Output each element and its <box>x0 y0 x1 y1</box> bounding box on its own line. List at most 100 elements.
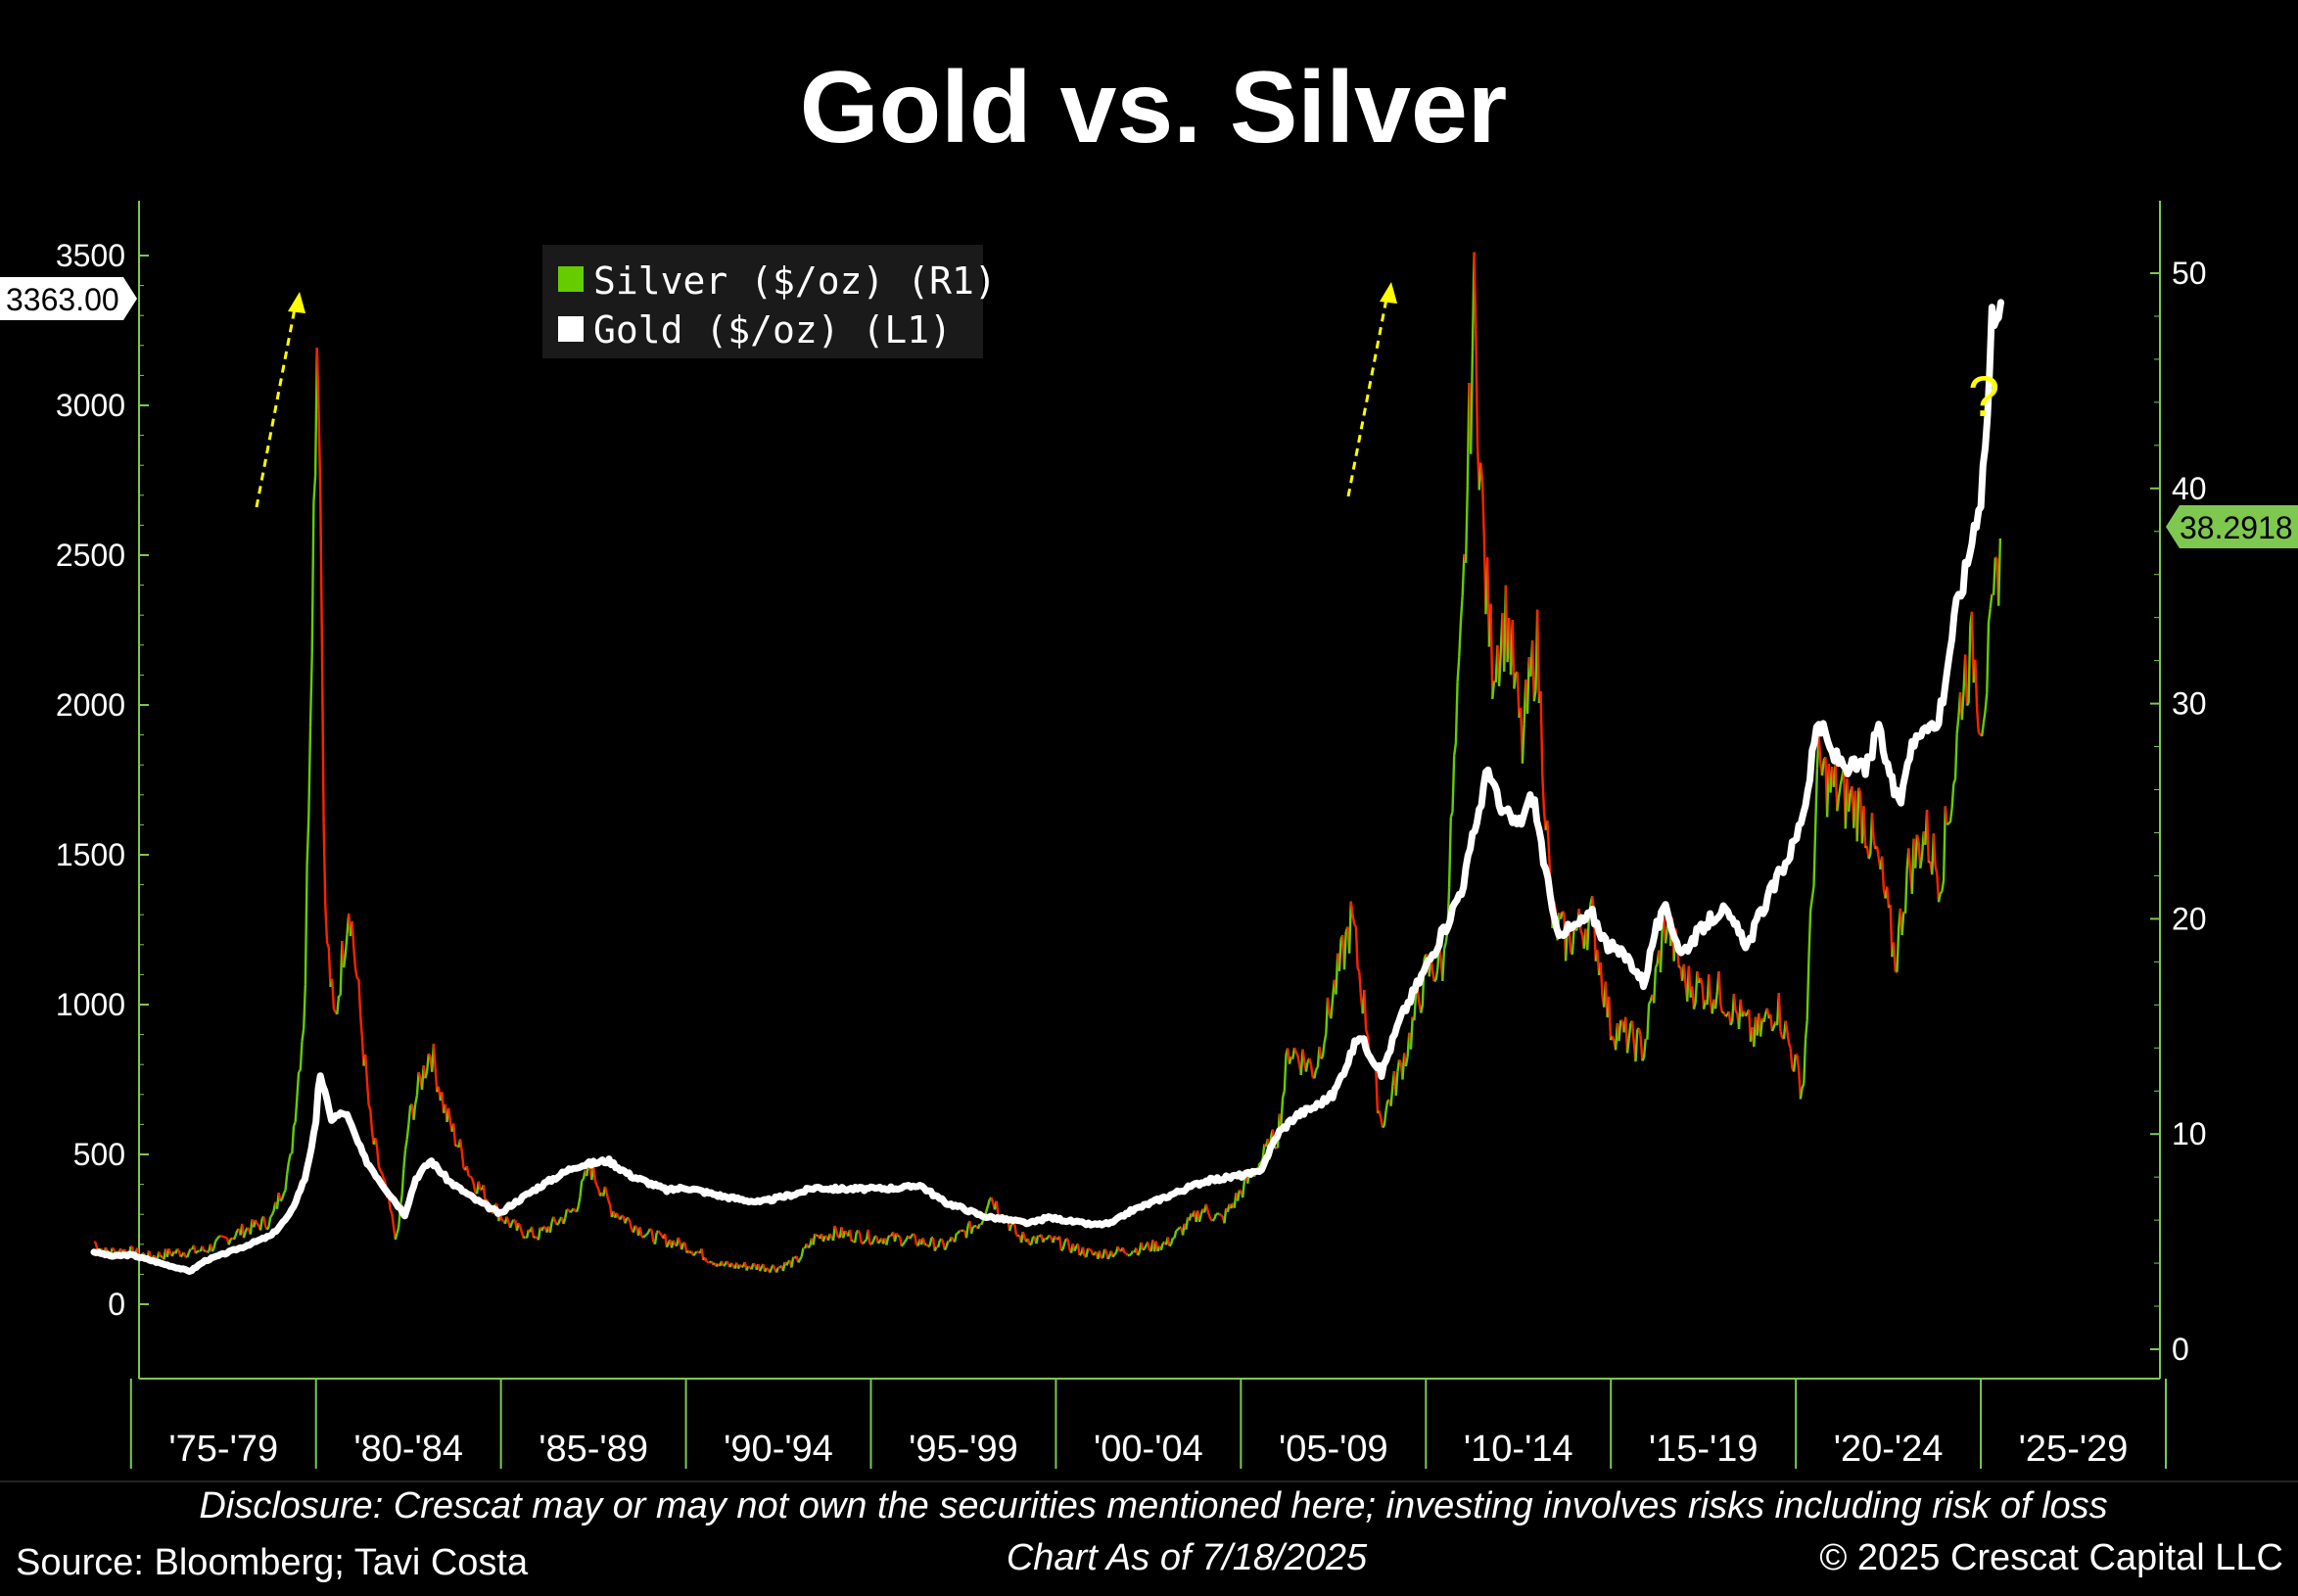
x-tick-label: '15-'19 <box>1649 1429 1759 1470</box>
silver-segment <box>465 1165 470 1177</box>
silver-segment <box>294 1097 299 1122</box>
gold-series-line <box>90 299 2004 1275</box>
silver-segment <box>1646 1004 1651 1040</box>
silver-segment <box>1777 993 1782 1032</box>
silver-segment <box>1944 806 1948 825</box>
silver-segment <box>1724 1013 1728 1017</box>
silver-segment <box>904 1239 908 1243</box>
silver-segment <box>310 501 315 655</box>
right-tick-label: 30 <box>2172 686 2207 722</box>
silver-segment <box>1992 557 1996 595</box>
chart-date-text: Chart As of 7/18/2025 <box>1007 1537 1368 1578</box>
silver-segment <box>1997 538 2002 606</box>
silver-segment <box>898 1236 903 1246</box>
silver-segment <box>207 1250 210 1253</box>
silver-segment <box>517 1222 522 1228</box>
silver-segment <box>575 1205 580 1212</box>
silver-segment <box>862 1240 867 1244</box>
silver-segment <box>505 1216 510 1223</box>
silver-segment <box>1986 622 1991 693</box>
silver-segment <box>1634 1029 1639 1062</box>
silver-segment <box>1456 656 1461 682</box>
silver-segment <box>227 1239 232 1245</box>
silver-segment <box>1323 1033 1328 1044</box>
silver-segment <box>1659 927 1664 973</box>
silver-segment <box>377 1165 382 1172</box>
silver-segment <box>304 864 308 985</box>
silver-segment <box>1353 923 1357 928</box>
silver-segment <box>1242 1180 1246 1198</box>
silver-segment <box>319 492 324 647</box>
silver-segment <box>291 1126 296 1154</box>
silver-segment <box>403 1139 408 1150</box>
silver-segment <box>927 1244 930 1248</box>
silver-segment <box>1296 1055 1301 1065</box>
silver-segment <box>1796 1055 1801 1071</box>
silver-segment <box>1896 928 1900 972</box>
silver-segment <box>1981 723 1986 736</box>
left-tick-label: 1500 <box>56 837 125 872</box>
silver-segment <box>848 1229 853 1242</box>
silver-segment <box>296 1071 301 1098</box>
silver-segment <box>677 1237 681 1244</box>
silver-segment <box>1965 702 1970 707</box>
silver-segment <box>1442 942 1447 950</box>
silver-segment <box>1770 1026 1775 1032</box>
silver-segment <box>572 1207 577 1212</box>
silver-segment <box>579 1180 584 1197</box>
silver-segment <box>1223 1207 1228 1224</box>
silver-segment <box>215 1236 220 1240</box>
silver-segment <box>1817 733 1822 764</box>
silver-segment <box>1210 1218 1214 1222</box>
gold-last-value: 3363.00 <box>6 282 119 317</box>
silver-segment <box>914 1235 918 1245</box>
silver-segment <box>624 1217 629 1224</box>
silver-segment <box>407 1104 412 1125</box>
silver-segment <box>980 1220 985 1226</box>
silver-segment <box>223 1236 226 1240</box>
silver-segment <box>1076 1244 1081 1256</box>
silver-segment <box>1664 928 1668 944</box>
x-tick-label: '75-'79 <box>168 1429 278 1470</box>
silver-segment <box>1430 970 1435 982</box>
silver-segment <box>851 1239 854 1243</box>
silver-segment <box>1900 912 1905 936</box>
silver-segment <box>1087 1247 1091 1251</box>
silver-segment <box>557 1218 562 1225</box>
silver-segment <box>1085 1247 1090 1258</box>
arrow-1980 <box>255 292 305 508</box>
silver-segment <box>814 1233 818 1238</box>
silver-segment <box>1143 1244 1148 1250</box>
silver-segment <box>1449 811 1454 819</box>
silver-segment <box>1081 1246 1086 1257</box>
silver-segment <box>1789 1048 1794 1069</box>
silver-segment <box>1113 1251 1117 1256</box>
x-tick-label: '10-'14 <box>1464 1429 1573 1470</box>
silver-segment <box>1536 609 1541 704</box>
silver-segment <box>633 1224 638 1229</box>
silver-segment <box>1461 554 1466 596</box>
silver-segment <box>1989 593 1993 609</box>
silver-segment <box>434 1067 439 1093</box>
silver-segment <box>680 1242 685 1250</box>
silver-segment <box>1618 1019 1622 1042</box>
silver-segment <box>1630 1020 1635 1044</box>
silver-segment <box>382 1178 387 1184</box>
silver-segment <box>325 942 330 949</box>
silver-segment <box>1497 650 1502 686</box>
silver-segment <box>279 1197 284 1202</box>
silver-segment <box>1078 1252 1082 1256</box>
silver-segment <box>1648 1000 1652 1005</box>
silver-segment <box>424 1071 429 1079</box>
silver-segment <box>176 1247 180 1251</box>
silver-segment <box>812 1233 817 1245</box>
silver-segment <box>692 1252 696 1257</box>
silver-segment <box>1137 1251 1141 1256</box>
silver-segment <box>358 1014 363 1037</box>
silver-segment <box>232 1235 237 1241</box>
silver-segment <box>720 1260 725 1267</box>
left-tick-label: 3500 <box>56 238 125 273</box>
silver-segment <box>1546 820 1551 855</box>
silver-segment <box>752 1262 756 1266</box>
